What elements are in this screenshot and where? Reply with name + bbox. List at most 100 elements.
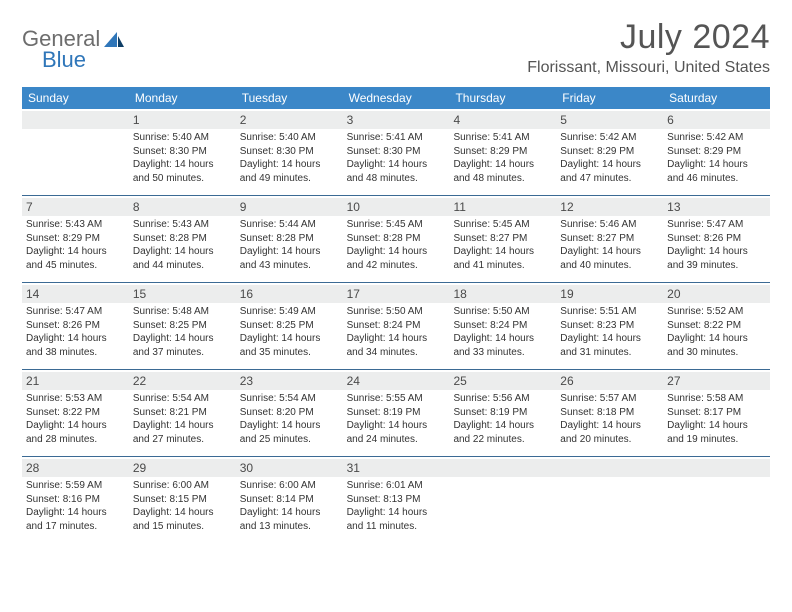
- sunset-text: Sunset: 8:30 PM: [240, 145, 339, 159]
- daylight-text: Daylight: 14 hours and 24 minutes.: [347, 419, 446, 446]
- calendar-week: 28 Sunrise: 5:59 AMSunset: 8:16 PMDayligh…: [22, 457, 770, 543]
- day-number: 31: [343, 459, 450, 477]
- day-header: Thursday: [449, 87, 556, 109]
- day-number: [22, 111, 129, 129]
- day-number: 4: [449, 111, 556, 129]
- calendar-cell: 15Sunrise: 5:48 AMSunset: 8:25 PMDayligh…: [129, 283, 236, 369]
- sunset-text: Sunset: 8:27 PM: [560, 232, 659, 246]
- sunrise-text: Sunrise: 5:45 AM: [347, 218, 446, 232]
- day-number: 24: [343, 372, 450, 390]
- daylight-text: Daylight: 14 hours and 31 minutes.: [560, 332, 659, 359]
- sunset-text: Sunset: 8:13 PM: [347, 493, 446, 507]
- sunset-text: Sunset: 8:27 PM: [453, 232, 552, 246]
- day-number: 27: [663, 372, 770, 390]
- day-number: 5: [556, 111, 663, 129]
- calendar-cell: 14 Sunrise: 5:47 AMSunset: 8:26 PMDayligh…: [22, 283, 129, 369]
- calendar-cell: 21Sunrise: 5:53 AMSunset: 8:22 PMDayligh…: [22, 370, 129, 456]
- calendar-cell: 4Sunrise: 5:41 AMSunset: 8:29 PMDaylight…: [449, 109, 556, 195]
- day-number: 6: [663, 111, 770, 129]
- calendar-week: 7Sunrise: 5:43 AMSunset: 8:29 PMDaylight…: [22, 196, 770, 283]
- daylight-text: Daylight: 14 hours and 17 minutes.: [26, 506, 125, 533]
- calendar-cell: 5Sunrise: 5:42 AMSunset: 8:29 PMDaylight…: [556, 109, 663, 195]
- day-number: 26: [556, 372, 663, 390]
- calendar-cell: [22, 109, 129, 195]
- day-number: 10: [343, 198, 450, 216]
- sunrise-text: Sunrise: 6:00 AM: [133, 479, 232, 493]
- day-header: Friday: [556, 87, 663, 109]
- calendar-cell: 24Sunrise: 5:55 AMSunset: 8:19 PMDayligh…: [343, 370, 450, 456]
- sunset-text: Sunset: 8:16 PM: [26, 493, 125, 507]
- sunset-text: Sunset: 8:29 PM: [453, 145, 552, 159]
- calendar-cell: 1Sunrise: 5:40 AMSunset: 8:30 PMDaylight…: [129, 109, 236, 195]
- sunset-text: Sunset: 8:22 PM: [26, 406, 125, 420]
- day-header: Tuesday: [236, 87, 343, 109]
- calendar-header-row: Sunday Monday Tuesday Wednesday Thursday…: [22, 87, 770, 109]
- calendar-cell: 11Sunrise: 5:45 AMSunset: 8:27 PMDayligh…: [449, 196, 556, 282]
- calendar-cell: [556, 457, 663, 543]
- daylight-text: Daylight: 14 hours and 28 minutes.: [26, 419, 125, 446]
- calendar-cell: 7 Sunrise: 5:43 AMSunset: 8:29 PMDaylight…: [22, 196, 129, 282]
- daylight-text: Daylight: 14 hours and 49 minutes.: [240, 158, 339, 185]
- daylight-text: Daylight: 14 hours and 47 minutes.: [560, 158, 659, 185]
- calendar-cell: 10Sunrise: 5:45 AMSunset: 8:28 PMDayligh…: [343, 196, 450, 282]
- daylight-text: Daylight: 14 hours and 45 minutes.: [26, 245, 125, 272]
- daylight-text: Daylight: 14 hours and 41 minutes.: [453, 245, 552, 272]
- day-number: 23: [236, 372, 343, 390]
- calendar-week: 1Sunrise: 5:40 AMSunset: 8:30 PMDaylight…: [22, 109, 770, 196]
- sunset-text: Sunset: 8:29 PM: [26, 232, 125, 246]
- sunset-text: Sunset: 8:28 PM: [347, 232, 446, 246]
- day-number: 9: [236, 198, 343, 216]
- day-number: 28: [22, 459, 129, 477]
- sunset-text: Sunset: 8:28 PM: [133, 232, 232, 246]
- sunrise-text: Sunrise: 5:57 AM: [560, 392, 659, 406]
- sunset-text: Sunset: 8:29 PM: [560, 145, 659, 159]
- daylight-text: Daylight: 14 hours and 40 minutes.: [560, 245, 659, 272]
- day-number: 7: [22, 198, 129, 216]
- day-number: 25: [449, 372, 556, 390]
- day-number: 29: [129, 459, 236, 477]
- calendar-cell: 28 Sunrise: 5:59 AMSunset: 8:16 PMDayligh…: [22, 457, 129, 543]
- calendar-cell: 31Sunrise: 6:01 AMSunset: 8:13 PMDayligh…: [343, 457, 450, 543]
- sunrise-text: Sunrise: 5:51 AM: [560, 305, 659, 319]
- day-number: 15: [129, 285, 236, 303]
- calendar-cell: 22Sunrise: 5:54 AMSunset: 8:21 PMDayligh…: [129, 370, 236, 456]
- brand-part2: Blue: [42, 47, 86, 73]
- daylight-text: Daylight: 14 hours and 33 minutes.: [453, 332, 552, 359]
- day-number: 18: [449, 285, 556, 303]
- calendar-cell: 3Sunrise: 5:41 AMSunset: 8:30 PMDaylight…: [343, 109, 450, 195]
- sunset-text: Sunset: 8:26 PM: [26, 319, 125, 333]
- calendar-cell: 13Sunrise: 5:47 AMSunset: 8:26 PMDayligh…: [663, 196, 770, 282]
- sunset-text: Sunset: 8:26 PM: [667, 232, 766, 246]
- day-number: 17: [343, 285, 450, 303]
- calendar: Sunday Monday Tuesday Wednesday Thursday…: [22, 87, 770, 543]
- calendar-cell: 19Sunrise: 5:51 AMSunset: 8:23 PMDayligh…: [556, 283, 663, 369]
- sunset-text: Sunset: 8:20 PM: [240, 406, 339, 420]
- sunrise-text: Sunrise: 5:54 AM: [133, 392, 232, 406]
- sunset-text: Sunset: 8:25 PM: [240, 319, 339, 333]
- day-number: 21: [22, 372, 129, 390]
- sunset-text: Sunset: 8:19 PM: [347, 406, 446, 420]
- day-header: Saturday: [663, 87, 770, 109]
- day-number: 2: [236, 111, 343, 129]
- sunrise-text: Sunrise: 5:43 AM: [26, 218, 125, 232]
- calendar-cell: [449, 457, 556, 543]
- daylight-text: Daylight: 14 hours and 48 minutes.: [347, 158, 446, 185]
- daylight-text: Daylight: 14 hours and 43 minutes.: [240, 245, 339, 272]
- day-number: 19: [556, 285, 663, 303]
- day-header: Sunday: [22, 87, 129, 109]
- brand-sail-icon: [103, 30, 125, 48]
- day-number: [556, 459, 663, 477]
- sunset-text: Sunset: 8:24 PM: [347, 319, 446, 333]
- sunrise-text: Sunrise: 5:59 AM: [26, 479, 125, 493]
- sunrise-text: Sunrise: 5:43 AM: [133, 218, 232, 232]
- daylight-text: Daylight: 14 hours and 27 minutes.: [133, 419, 232, 446]
- daylight-text: Daylight: 14 hours and 35 minutes.: [240, 332, 339, 359]
- sunset-text: Sunset: 8:17 PM: [667, 406, 766, 420]
- sunrise-text: Sunrise: 5:47 AM: [26, 305, 125, 319]
- sunrise-text: Sunrise: 5:47 AM: [667, 218, 766, 232]
- sunrise-text: Sunrise: 5:49 AM: [240, 305, 339, 319]
- sunset-text: Sunset: 8:25 PM: [133, 319, 232, 333]
- sunrise-text: Sunrise: 5:56 AM: [453, 392, 552, 406]
- day-number: 14: [22, 285, 129, 303]
- daylight-text: Daylight: 14 hours and 38 minutes.: [26, 332, 125, 359]
